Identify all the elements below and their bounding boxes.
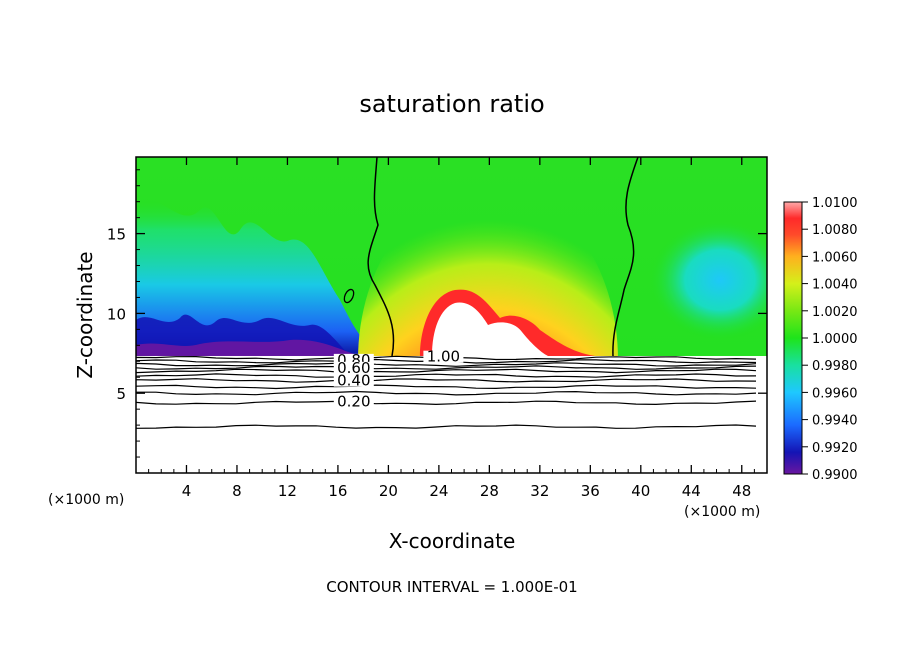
contours-below <box>136 355 757 429</box>
contour-label: 0.60 <box>337 359 370 377</box>
chart-title: saturation ratio <box>359 90 544 118</box>
purple-band <box>136 339 360 356</box>
x-tick-label: 16 <box>328 482 347 500</box>
x-axis-ticks: 4 8 12 16 20 24 28 32 36 40 44 48 <box>148 157 755 500</box>
low-saturation-region-left <box>136 198 378 355</box>
x-tick-label: 36 <box>581 482 600 500</box>
colorbar: 1.0100 1.0080 1.0060 1.0040 1.0020 1.0000 0.99… <box>783 196 858 483</box>
contour-interval-note: CONTOUR INTERVAL = 1.000E-01 <box>326 578 577 596</box>
x-tick-label: 40 <box>631 482 650 500</box>
colorbar-label: 0.9940 <box>812 414 858 429</box>
x-unit-left: (×1000 m) <box>48 492 124 508</box>
x-unit-right: (×1000 m) <box>684 504 760 520</box>
contour-label: 0.40 <box>337 372 370 390</box>
contour-label-bg <box>333 361 374 374</box>
x-tick-label: 28 <box>480 482 499 500</box>
colorbar-label: 1.0040 <box>812 278 858 293</box>
contour-labels: 1.000.800.600.400.20 <box>333 348 464 410</box>
x-axis-label: X-coordinate <box>389 529 516 553</box>
x-tick-label: 4 <box>182 482 192 500</box>
x-tick-label: 8 <box>232 482 242 500</box>
x-tick-label: 12 <box>278 482 297 500</box>
colorbar-label: 1.0060 <box>812 250 858 265</box>
y-tick-label: 10 <box>107 305 126 323</box>
contour-line <box>136 384 757 390</box>
x-tick-label: 20 <box>379 482 398 500</box>
contour-line <box>136 365 757 370</box>
contour-line <box>136 390 757 396</box>
contour-line <box>136 424 757 429</box>
colorbar-fill <box>783 201 803 475</box>
x-tick-label: 32 <box>530 482 549 500</box>
colorbar-label: 1.0000 <box>812 332 858 347</box>
x-tick-label: 24 <box>429 482 448 500</box>
colorbar-labels: 1.0100 1.0080 1.0060 1.0040 1.0020 1.0000 0.99… <box>802 196 858 483</box>
colorbar-label: 1.0020 <box>812 305 858 320</box>
colorbar-label: 0.9960 <box>812 386 858 401</box>
colorbar-label: 1.0080 <box>812 223 858 238</box>
contour-label-bg <box>423 350 464 363</box>
contour-line <box>136 378 757 383</box>
y-axis-ticks: 5 10 15 <box>107 169 767 458</box>
colorbar-label: 0.9900 <box>812 468 858 483</box>
x-tick-label: 44 <box>682 482 701 500</box>
contour-label-bg <box>333 374 374 387</box>
contour-line-1-00-left <box>367 157 395 357</box>
colorbar-label: 1.0100 <box>812 196 858 211</box>
contour-line <box>136 400 757 406</box>
lower-region <box>136 356 767 473</box>
contour-label: 0.20 <box>337 392 370 410</box>
y-axis-label: Z-coordinate <box>73 251 97 378</box>
contour-line <box>136 368 757 374</box>
contour-line <box>136 362 757 367</box>
x-tick-label: 48 <box>732 482 751 500</box>
contour-label-bg <box>333 395 374 408</box>
y-tick-label: 5 <box>116 385 126 403</box>
y-tick-label: 15 <box>107 226 126 244</box>
supersaturated-peak <box>432 302 548 356</box>
contour-line <box>136 373 757 378</box>
contour-label: 1.00 <box>427 348 460 366</box>
contour-line-1-00-right <box>612 157 639 357</box>
contour-small-loop <box>343 288 355 304</box>
low-saturation-region-right <box>650 220 767 340</box>
colorbar-label: 0.9980 <box>812 359 858 374</box>
colorbar-label: 0.9920 <box>812 441 858 456</box>
plot-area: 1.000.800.600.400.20 <box>136 157 767 473</box>
